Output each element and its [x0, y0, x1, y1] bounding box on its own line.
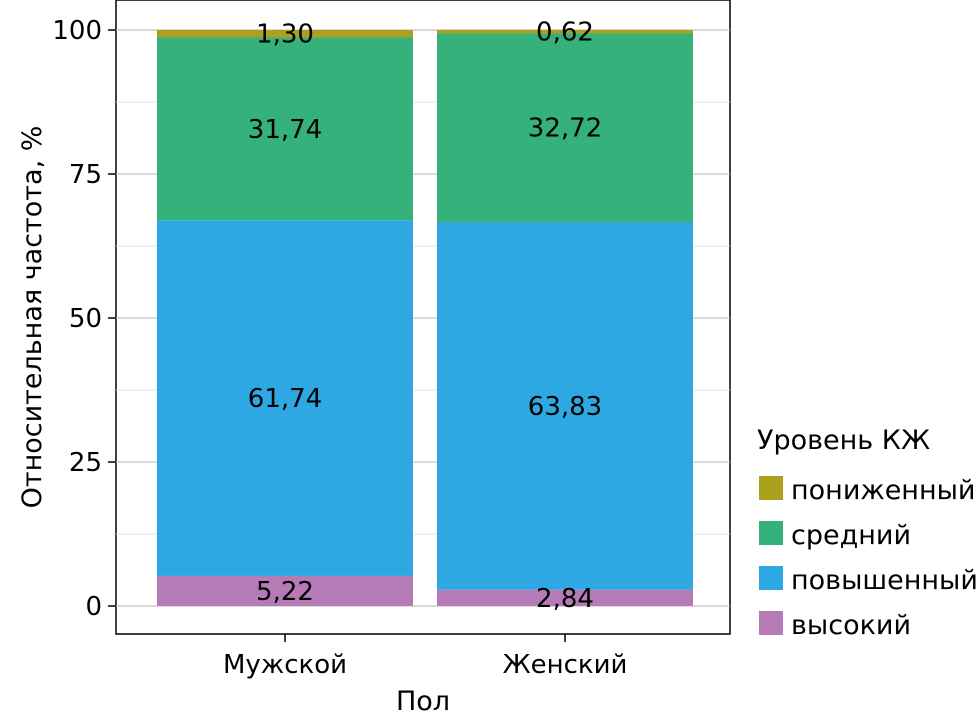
y-tick-label: 50 [69, 304, 102, 334]
x-axis: Мужской Женский [223, 634, 627, 680]
legend-swatch [759, 521, 783, 545]
data-label: 5,22 [256, 577, 314, 607]
data-label: 61,74 [248, 384, 322, 414]
y-axis-title: Относительная частота, % [17, 126, 48, 509]
y-tick-label: 100 [52, 16, 102, 46]
legend: Уровень КЖ пониженный средний повышенный вы… [757, 425, 978, 641]
bar-segment [437, 221, 693, 590]
bar-segment [157, 575, 413, 606]
bar-segment [157, 30, 413, 38]
legend-label: средний [791, 520, 911, 551]
legend-title: Уровень КЖ [757, 425, 930, 456]
legend-swatch [759, 611, 783, 635]
x-tick-label: Женский [503, 650, 628, 680]
x-axis-title: Пол [396, 686, 450, 717]
data-label: 63,83 [528, 392, 602, 422]
data-label: 31,74 [248, 115, 322, 145]
legend-swatch [759, 566, 783, 590]
bar-segment [157, 220, 413, 576]
data-label: 0,62 [536, 18, 594, 48]
bar-segment [437, 589, 693, 606]
bar-segment [437, 33, 693, 222]
legend-label: пониженный [791, 475, 975, 506]
legend-label: высокий [791, 610, 911, 641]
y-tick-label: 75 [69, 160, 102, 190]
data-label: 1,30 [256, 20, 314, 50]
y-tick-label: 25 [69, 448, 102, 478]
y-tick-label: 0 [85, 592, 102, 622]
x-tick-label: Мужской [223, 650, 347, 680]
bars [157, 29, 693, 606]
data-label: 32,72 [528, 114, 602, 144]
bar-segment [437, 29, 693, 34]
data-label: 2,84 [536, 584, 594, 614]
bar-segment [157, 37, 413, 221]
data-labels: 5,22 61,74 31,74 1,30 2,84 63,83 32,72 0,62 [248, 18, 602, 614]
legend-swatch [759, 476, 783, 500]
y-axis: 0 25 50 75 100 [52, 16, 116, 622]
legend-label: повышенный [791, 565, 978, 596]
